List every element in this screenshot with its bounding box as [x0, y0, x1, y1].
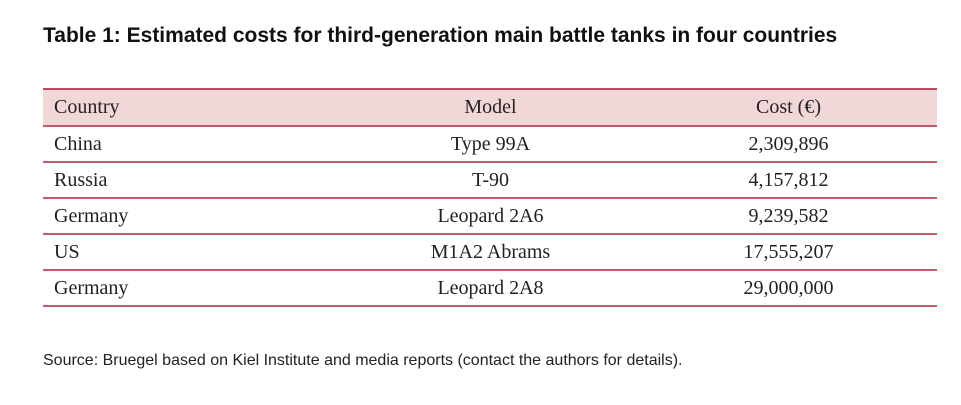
cell-country: Germany — [54, 276, 129, 299]
table-row: Germany Leopard 2A8 29,000,000 — [43, 271, 937, 307]
cell-cost: 17,555,207 — [743, 240, 834, 263]
header-cost: Cost (€) — [756, 96, 821, 118]
cell-country: Russia — [54, 168, 108, 191]
table-header-row: Country Model Cost (€) — [43, 90, 937, 127]
cell-country: Germany — [54, 204, 129, 227]
table-row: Russia T-90 4,157,812 — [43, 163, 937, 199]
cell-cost: 9,239,582 — [748, 204, 829, 227]
table-row: Germany Leopard 2A6 9,239,582 — [43, 199, 937, 235]
table-title: Table 1: Estimated costs for third-gener… — [43, 24, 838, 47]
cell-model: Leopard 2A8 — [437, 276, 544, 299]
cell-cost: 29,000,000 — [743, 276, 834, 299]
cell-model: T-90 — [471, 168, 510, 191]
cost-table: Country Model Cost (€) China Type 99A 2,… — [43, 88, 937, 307]
cell-model: Leopard 2A6 — [437, 204, 544, 227]
cell-model: M1A2 Abrams — [430, 240, 551, 263]
table-row: China Type 99A 2,309,896 — [43, 127, 937, 163]
source-note: Source: Bruegel based on Kiel Institute … — [43, 352, 683, 369]
cell-model: Type 99A — [450, 132, 531, 155]
header-model: Model — [464, 96, 517, 118]
header-country: Country — [54, 96, 120, 118]
table-row: US M1A2 Abrams 17,555,207 — [43, 235, 937, 271]
table-top-rule — [43, 88, 937, 90]
cell-cost: 4,157,812 — [748, 168, 829, 191]
cell-cost: 2,309,896 — [748, 132, 829, 155]
cell-country: US — [54, 240, 80, 263]
cell-country: China — [54, 132, 102, 155]
